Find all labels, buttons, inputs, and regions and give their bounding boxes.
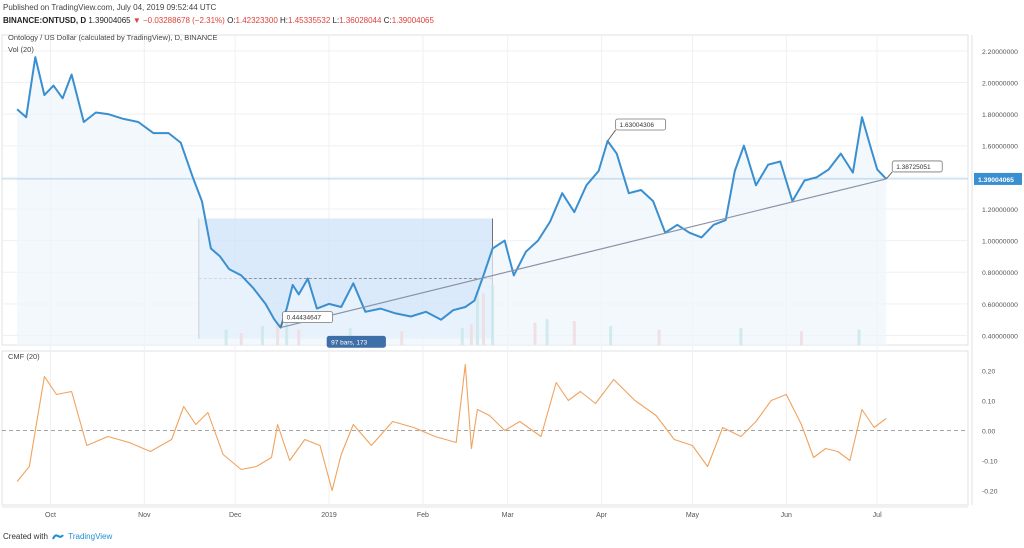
annotation-text: 0.44434647	[287, 315, 322, 322]
tradingview-brand: TradingView	[68, 532, 113, 541]
open-value: 1.42323300	[235, 16, 278, 25]
symbol-ohlc-bar: BINANCE:ONTUSD, D 1.39004065 ▼ −0.032886…	[3, 16, 434, 25]
price-pane[interactable]: 1.63004306 0.44434647 1.38725051 97 bars, 1…	[2, 56, 968, 348]
annotation-text: 1.63004306	[620, 122, 655, 129]
time-tick-label: Apr	[596, 512, 608, 519]
cmf-line[interactable]	[16, 363, 887, 492]
annotation-leader	[280, 322, 284, 328]
price-tick-label: 1.20000000	[982, 207, 1018, 214]
time-axis[interactable]: Oct Nov Dec 2019 Feb Mar Apr May Jun Jul	[2, 506, 968, 519]
time-tick-label: Feb	[417, 512, 429, 519]
price-pane-title: Ontology / US Dollar (calculated by Trad…	[8, 33, 218, 42]
price-tick-label: 2.00000000	[982, 80, 1018, 87]
price-tick-label: 2.20000000	[982, 49, 1018, 56]
cmf-tick-label: -0.20	[982, 489, 998, 496]
annotation-box[interactable]	[282, 311, 333, 324]
annotation-text: 1.38725051	[896, 164, 931, 171]
chart-labels: Ontology / US Dollar (calculated by Trad…	[8, 33, 218, 361]
cmf-pane-frame	[1, 350, 969, 506]
trendline[interactable]	[280, 178, 887, 329]
time-tick-label: Mar	[502, 512, 515, 519]
cmf-tick-label: 0.10	[982, 399, 995, 406]
price-tick-label: 0.80000000	[982, 270, 1018, 277]
time-tick-label: 2019	[321, 512, 337, 519]
footer: Created with TradingView	[3, 532, 112, 541]
low-value: 1.36028044	[339, 16, 382, 25]
close-value: 1.39004065	[391, 16, 434, 25]
last-price-badge-text: 1.39004065	[978, 177, 1014, 184]
price-axis[interactable]: 2.20000000 2.00000000 1.80000000 1.60000000…	[971, 35, 1022, 505]
annotation-box[interactable]	[326, 335, 386, 348]
time-tick-label: Jun	[781, 512, 792, 519]
annotation-box[interactable]	[615, 118, 667, 131]
created-with-label: Created with	[3, 532, 48, 541]
price-area-fill	[17, 57, 887, 345]
time-tick-label: Nov	[138, 512, 151, 519]
chart-canvas[interactable]: 1.63004306 0.44434647 1.38725051 97 bars, 1…	[0, 27, 1024, 529]
annotation-text: 97 bars, 173	[331, 339, 368, 346]
price-tick-label: 1.60000000	[982, 144, 1018, 151]
price-line[interactable]	[16, 56, 887, 329]
open-label: O:	[227, 16, 236, 25]
annotation-leader	[885, 171, 893, 180]
annotation-leader	[607, 129, 617, 142]
volume-label: Vol (20)	[8, 45, 34, 54]
close-label: C:	[383, 16, 392, 25]
time-tick-label: May	[686, 512, 700, 519]
price-tick-label: 1.80000000	[982, 112, 1018, 119]
published-caption: Published on TradingView.com, July 04, 2…	[3, 3, 217, 12]
price-change: ▼ −0.03288678 (−2.31%)	[132, 16, 225, 25]
cmf-tick-label: -0.10	[982, 459, 998, 466]
high-value: 1.45335532	[288, 16, 331, 25]
time-tick-label: Jul	[873, 512, 882, 519]
low-label: L:	[332, 16, 340, 25]
symbol-label: BINANCE:ONTUSD, D	[3, 16, 87, 25]
tradingview-logo-icon	[52, 534, 64, 540]
last-price: 1.39004065	[88, 16, 131, 25]
last-price-badge	[974, 172, 1022, 185]
price-tick-label: 1.00000000	[982, 239, 1018, 246]
price-tick-label: 0.40000000	[982, 334, 1018, 341]
cmf-tick-label: 0.00	[982, 429, 995, 436]
cmf-pane[interactable]	[2, 363, 968, 492]
price-tick-label: 0.60000000	[982, 302, 1018, 309]
time-tick-label: Dec	[229, 512, 242, 519]
high-label: H:	[280, 16, 289, 25]
cmf-tick-label: 0.20	[982, 369, 995, 376]
cmf-pane-title: CMF (20)	[8, 352, 40, 361]
annotation-box[interactable]	[891, 160, 943, 173]
time-tick-label: Oct	[45, 512, 56, 519]
